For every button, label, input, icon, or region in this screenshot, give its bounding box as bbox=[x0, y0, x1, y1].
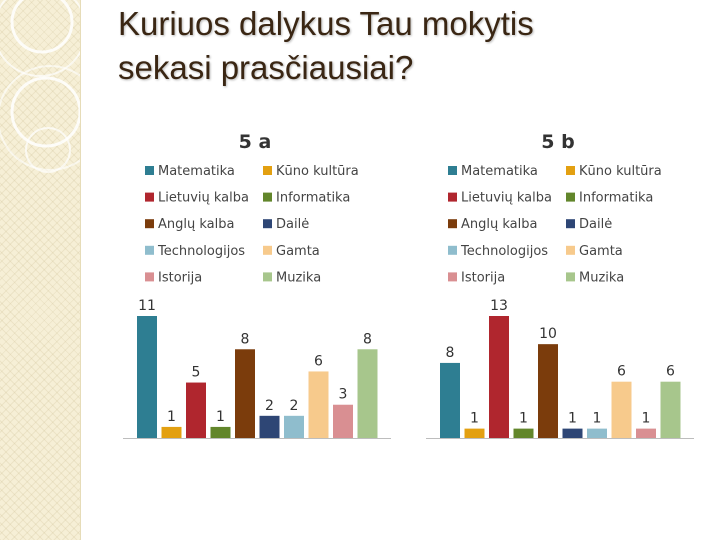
chart-5a-legend-daile: Dailė bbox=[276, 217, 309, 232]
chart-5b-value-label-lietuviu-kalba: 13 bbox=[490, 298, 508, 314]
chart-5b-value-label-daile: 1 bbox=[568, 411, 577, 427]
chart-5b-value-label-technologijos: 1 bbox=[593, 411, 602, 427]
chart-5a-legend-swatch-muzika bbox=[263, 272, 272, 282]
chart-5b-bar-daile bbox=[562, 428, 583, 438]
chart-5b-legend-swatch-daile bbox=[566, 219, 575, 229]
chart-5a-value-label-muzika: 8 bbox=[363, 331, 372, 347]
slide-title: Kuriuos dalykus Tau mokytis sekasi prasč… bbox=[118, 2, 708, 90]
chart-5b-value-label-gamta: 6 bbox=[617, 364, 626, 380]
chart-5a-legend-informatika: Informatika bbox=[276, 191, 350, 206]
chart-5b-legend-informatika: Informatika bbox=[579, 191, 653, 206]
chart-5a-bar-gamta bbox=[308, 371, 329, 438]
slide-title-line-2: sekasi prasčiausiai? bbox=[118, 49, 414, 86]
chart-5a-bar-istorija bbox=[333, 404, 353, 438]
chart-5a-value-label-matematika: 11 bbox=[138, 298, 156, 314]
chart-5a-bar-anglu-kalba bbox=[235, 349, 255, 438]
chart-5b-legend-swatch-muzika bbox=[566, 272, 575, 282]
chart-5a-legend-swatch-technologijos bbox=[145, 245, 154, 255]
chart-5a-value-label-informatika: 1 bbox=[216, 409, 225, 425]
chart-5b-legend-swatch-istorija bbox=[448, 272, 457, 282]
chart-5a-legend-swatch-anglu-kalba bbox=[145, 219, 154, 229]
chart-5b-value-label-informatika: 1 bbox=[519, 411, 528, 427]
chart-5a-bar-muzika bbox=[357, 349, 378, 438]
chart-5a-value-label-kuno-kultura: 1 bbox=[167, 409, 176, 425]
chart-5b-value-label-matematika: 8 bbox=[446, 345, 455, 361]
chart-5a-bar-daile bbox=[259, 415, 280, 438]
circle-pattern-decoration bbox=[0, 0, 80, 173]
chart-5a-title: 5 a bbox=[239, 131, 272, 153]
chart-5b-legend-lietuviu-kalba: Lietuvių kalba bbox=[461, 191, 552, 206]
chart-5a-legend-lietuviu-kalba: Lietuvių kalba bbox=[158, 191, 249, 206]
chart-5a: 5 a Matematika Lietuvių kalba Anglų kalba Te… bbox=[115, 120, 395, 450]
chart-5b-value-label-istorija: 1 bbox=[642, 411, 651, 427]
chart-5b-legend-swatch-gamta bbox=[566, 245, 575, 255]
chart-5a-legend-swatch-informatika bbox=[263, 192, 272, 202]
chart-5b-legend-kuno-kultura: Kūno kultūra bbox=[579, 164, 662, 179]
chart-5a-value-label-lietuviu-kalba: 5 bbox=[192, 365, 201, 381]
chart-5a-legend-swatch-istorija bbox=[145, 272, 154, 282]
chart-5a-bar-kuno-kultura bbox=[161, 426, 182, 438]
chart-5b-legend-swatch-informatika bbox=[566, 192, 575, 202]
chart-5a-value-label-anglu-kalba: 8 bbox=[241, 331, 250, 347]
chart-5b: 5 b Matematika Lietuvių kalba Anglų kalba Te… bbox=[418, 120, 698, 450]
chart-5b-legend-daile: Dailė bbox=[579, 217, 612, 232]
chart-5b-title: 5 b bbox=[541, 131, 574, 153]
chart-5a-legend-technologijos: Technologijos bbox=[157, 244, 245, 259]
decorative-side-band bbox=[0, 0, 81, 540]
chart-5a-legend-istorija: Istorija bbox=[158, 270, 202, 285]
chart-5b-legend-technologijos: Technologijos bbox=[460, 244, 548, 259]
chart-5b-legend-swatch-kuno-kultura bbox=[566, 166, 575, 175]
chart-5b-legend-swatch-anglu-kalba bbox=[448, 219, 457, 229]
chart-5a-svg: 5 a Matematika Lietuvių kalba Anglų kalba Te… bbox=[123, 131, 391, 439]
chart-5b-legend-anglu-kalba: Anglų kalba bbox=[461, 217, 537, 232]
chart-5b-legend-gamta: Gamta bbox=[579, 244, 623, 259]
chart-5b-bar-muzika bbox=[660, 381, 681, 438]
chart-5b-legend-swatch-matematika bbox=[448, 166, 457, 175]
chart-5b-legend-swatch-technologijos bbox=[448, 245, 457, 255]
chart-5a-legend-swatch-daile bbox=[263, 219, 272, 229]
chart-5a-bar-technologijos bbox=[284, 415, 304, 438]
chart-5a-bar-informatika bbox=[210, 426, 231, 438]
chart-5b-legend-istorija: Istorija bbox=[461, 270, 505, 285]
chart-5a-legend-matematika: Matematika bbox=[158, 164, 235, 179]
chart-5a-legend-swatch-gamta bbox=[263, 245, 272, 255]
chart-5b-bar-anglu-kalba bbox=[538, 344, 558, 438]
chart-5a-legend-swatch-lietuviu-kalba bbox=[145, 192, 154, 202]
chart-5a-legend-gamta: Gamta bbox=[276, 244, 320, 259]
slide-title-line-1: Kuriuos dalykus Tau mokytis bbox=[118, 5, 534, 42]
chart-5b-legend-matematika: Matematika bbox=[461, 164, 538, 179]
chart-5b-bar-kuno-kultura bbox=[464, 428, 485, 438]
chart-5b-legend-swatch-lietuviu-kalba bbox=[448, 192, 457, 202]
chart-5a-value-label-technologijos: 2 bbox=[290, 398, 299, 414]
chart-5b-bar-gamta bbox=[611, 381, 632, 438]
chart-5a-legend-anglu-kalba: Anglų kalba bbox=[158, 217, 234, 232]
chart-5b-bar-lietuviu-kalba bbox=[489, 316, 509, 438]
chart-5b-bar-matematika bbox=[440, 362, 460, 438]
chart-5b-value-label-anglu-kalba: 10 bbox=[539, 326, 557, 342]
chart-5b-legend-muzika: Muzika bbox=[579, 270, 624, 285]
chart-5a-legend-kuno-kultura: Kūno kultūra bbox=[276, 164, 359, 179]
chart-5a-legend-swatch-matematika bbox=[145, 166, 154, 175]
chart-5a-bar-matematika bbox=[137, 316, 157, 438]
chart-5b-value-label-kuno-kultura: 1 bbox=[470, 411, 479, 427]
chart-5b-value-label-muzika: 6 bbox=[666, 364, 675, 380]
chart-5a-value-label-istorija: 3 bbox=[339, 387, 348, 403]
chart-5a-legend-swatch-kuno-kultura bbox=[263, 166, 272, 175]
chart-5a-bar-lietuviu-kalba bbox=[186, 382, 206, 438]
chart-5b-bar-informatika bbox=[513, 428, 534, 438]
chart-5b-bar-technologijos bbox=[587, 428, 607, 438]
chart-5a-legend-muzika: Muzika bbox=[276, 270, 321, 285]
chart-5a-value-label-daile: 2 bbox=[265, 398, 274, 414]
chart-5b-bar-istorija bbox=[636, 428, 656, 438]
chart-5a-value-label-gamta: 6 bbox=[314, 353, 323, 369]
